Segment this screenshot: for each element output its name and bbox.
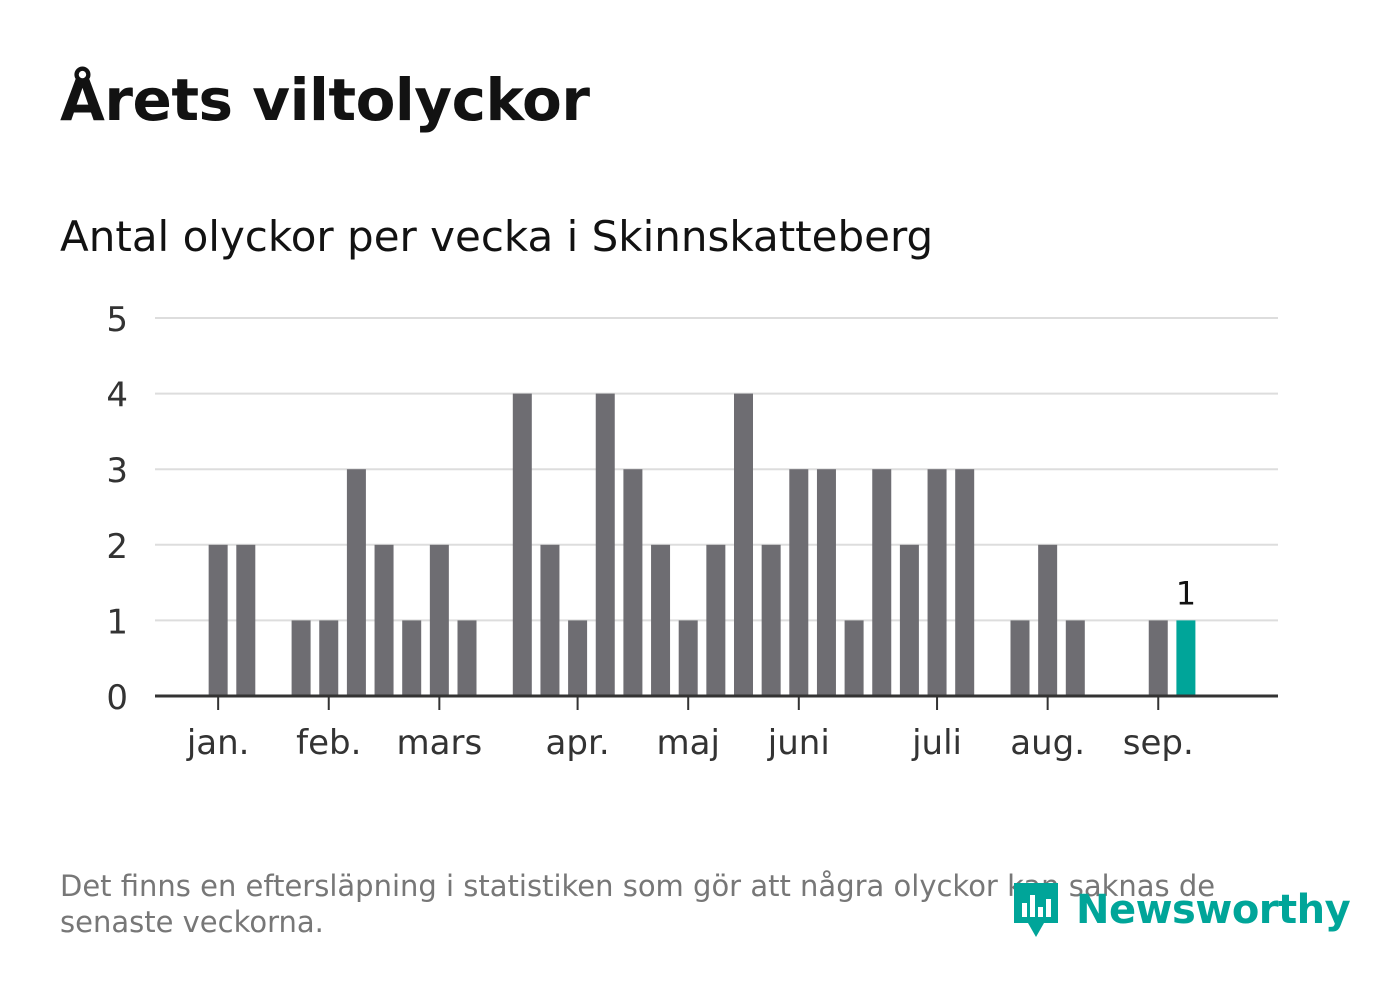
y-tick-label: 1 (106, 602, 128, 642)
bar (678, 620, 698, 696)
x-tick-label: feb. (296, 723, 361, 763)
x-tick-label: juli (911, 723, 962, 763)
bar (319, 620, 339, 696)
y-tick-label: 2 (106, 527, 128, 567)
bar (512, 393, 532, 696)
bar (955, 469, 975, 696)
bar (651, 544, 671, 696)
bar (927, 469, 947, 696)
bar (816, 469, 836, 696)
bar (1010, 620, 1030, 696)
x-tick-label: sep. (1123, 723, 1194, 763)
bar (429, 544, 449, 696)
bar (1065, 620, 1085, 696)
y-tick-label: 5 (106, 300, 128, 340)
newsworthy-logo-icon (1014, 883, 1058, 937)
x-tick-label: apr. (546, 723, 610, 763)
bar (734, 393, 753, 696)
bar (402, 620, 422, 696)
bar (844, 620, 864, 696)
x-tick-label: aug. (1010, 723, 1085, 763)
bar (789, 469, 809, 696)
bar (595, 393, 615, 696)
bar (346, 469, 366, 696)
bar (236, 544, 256, 696)
bar (623, 469, 643, 696)
chart-subtitle: Antal olyckor per vecka i Skinnskatteber… (60, 212, 934, 261)
brand-name: Newsworthy (1076, 887, 1351, 933)
bar (706, 544, 726, 696)
highlight-bar (1176, 620, 1196, 696)
x-tick-label: jan. (186, 723, 250, 763)
bar (374, 544, 394, 696)
y-tick-label: 0 (106, 678, 128, 718)
bar (899, 544, 919, 696)
bar (291, 620, 311, 696)
bar (1038, 544, 1058, 696)
bar (761, 544, 781, 696)
x-tick-label: juni (767, 723, 830, 763)
brand-logo: Newsworthy (1010, 878, 1351, 942)
bar (568, 620, 588, 696)
bar (1148, 620, 1168, 696)
chart-title: Årets viltolyckor (60, 66, 590, 134)
y-tick-label: 3 (106, 451, 128, 491)
bar (540, 544, 560, 696)
x-tick-label: mars (397, 723, 483, 763)
data-label: 1 (1176, 574, 1196, 612)
bar (457, 620, 477, 696)
y-tick-label: 4 (106, 376, 128, 416)
x-tick-label: maj (656, 723, 719, 763)
bar (208, 544, 228, 696)
bar (872, 469, 892, 696)
